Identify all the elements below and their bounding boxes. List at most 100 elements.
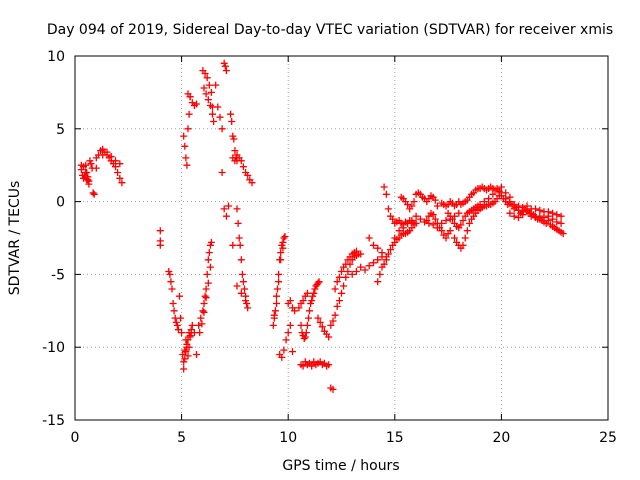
- series-arc-38: [423, 209, 454, 242]
- data-point: [230, 135, 238, 143]
- data-point: [461, 234, 469, 242]
- x-tick-label: 0: [71, 430, 80, 446]
- data-point: [239, 278, 247, 286]
- data-point: [536, 215, 544, 223]
- data-point: [181, 142, 189, 150]
- series-arc-28: [327, 384, 337, 393]
- data-point: [112, 163, 119, 171]
- series-arc-9: [180, 93, 194, 169]
- data-point: [206, 263, 214, 271]
- data-point: [344, 268, 352, 275]
- data-point: [519, 211, 527, 219]
- data-point: [446, 227, 454, 235]
- data-point: [273, 292, 280, 300]
- data-point: [172, 318, 180, 326]
- data-point: [497, 183, 505, 191]
- data-point: [380, 183, 388, 191]
- data-point: [506, 209, 514, 217]
- data-point: [519, 203, 527, 211]
- data-point: [404, 201, 412, 208]
- series-arc-43: [502, 195, 565, 220]
- y-tick-label: -5: [51, 267, 65, 283]
- data-point: [374, 244, 382, 252]
- data-point: [493, 186, 501, 194]
- plot-frame: [74, 55, 609, 421]
- grid-lines: [75, 56, 608, 420]
- data-point: [540, 214, 548, 222]
- data-point: [480, 198, 488, 206]
- data-point: [114, 169, 122, 176]
- data-point: [457, 221, 465, 229]
- series-arc-36: [391, 209, 463, 242]
- data-point: [410, 198, 418, 206]
- data-point: [333, 302, 341, 310]
- data-point: [303, 321, 311, 329]
- data-point: [342, 273, 350, 281]
- data-point: [399, 224, 407, 232]
- data-point: [166, 270, 174, 278]
- data-point: [342, 260, 350, 268]
- data-point: [331, 285, 339, 293]
- data-point: [274, 285, 281, 293]
- series-arc-4: [99, 148, 124, 168]
- data-point: [299, 362, 307, 370]
- data-point: [559, 230, 567, 238]
- data-point: [416, 215, 424, 223]
- series-arc-18: [229, 151, 256, 187]
- series-arc-37: [397, 189, 441, 213]
- data-point: [374, 256, 382, 264]
- data-point: [515, 202, 522, 210]
- series-arc-29: [314, 314, 333, 341]
- data-point: [269, 321, 277, 329]
- data-point: [218, 125, 226, 133]
- data-point: [200, 308, 208, 316]
- data-point: [118, 179, 126, 187]
- data-point: [201, 292, 209, 300]
- data-point: [295, 304, 303, 312]
- data-point: [203, 270, 211, 278]
- data-point: [532, 205, 539, 213]
- data-point: [184, 352, 192, 360]
- data-point: [229, 241, 237, 249]
- data-point: [178, 329, 186, 337]
- data-point: [187, 326, 195, 334]
- data-point: [506, 198, 514, 206]
- series-arc-12: [196, 263, 214, 337]
- data-point: [99, 151, 107, 159]
- data-point: [489, 190, 497, 198]
- series-arc-25: [297, 278, 323, 342]
- data-point: [222, 67, 230, 75]
- data-point: [308, 362, 316, 370]
- series-arc-16: [218, 169, 232, 220]
- x-tick-label: 20: [492, 430, 510, 446]
- data-point: [205, 81, 213, 89]
- data-point: [348, 270, 356, 278]
- data-point: [549, 209, 557, 217]
- data-point: [92, 164, 100, 172]
- data-point: [557, 219, 565, 227]
- data-point: [248, 179, 256, 187]
- data-point: [103, 148, 111, 156]
- series-arc-20: [229, 241, 250, 305]
- data-point: [423, 217, 431, 224]
- series-arc-13: [199, 67, 218, 125]
- data-point: [225, 202, 232, 210]
- data-point: [300, 335, 308, 342]
- y-tick-label: 5: [56, 122, 65, 138]
- data-point: [315, 278, 323, 286]
- data-point: [391, 234, 399, 242]
- data-point: [237, 289, 245, 297]
- series-arc-8: [180, 326, 195, 373]
- data-point: [233, 282, 241, 290]
- data-point: [389, 215, 397, 223]
- data-point: [451, 234, 458, 242]
- data-point: [431, 215, 439, 223]
- y-tick-label: 0: [56, 195, 65, 211]
- data-point: [338, 289, 345, 297]
- data-point: [433, 202, 441, 210]
- data-point: [357, 250, 365, 258]
- data-point: [314, 279, 322, 287]
- data-point: [532, 212, 539, 220]
- data-point: [370, 259, 377, 267]
- data-point: [221, 62, 229, 70]
